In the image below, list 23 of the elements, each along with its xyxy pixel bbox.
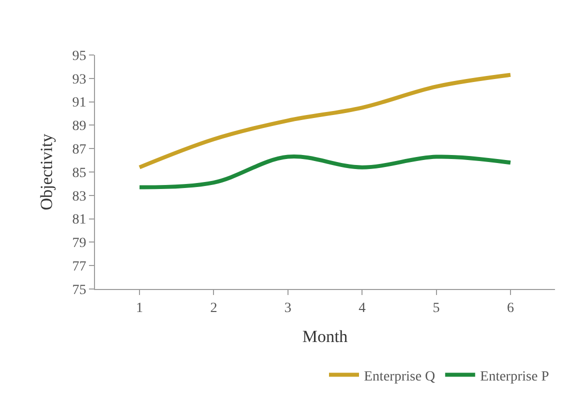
y-tick-label: 75 <box>72 282 86 298</box>
x-tick-label: 1 <box>136 300 144 316</box>
y-tick-label: 83 <box>72 189 86 204</box>
y-tick-label: 77 <box>72 260 86 274</box>
y-axis-title: Objectivity <box>36 133 56 210</box>
legend-label: Enterprise P <box>480 369 550 384</box>
y-tick-label: 95 <box>72 48 86 64</box>
y-tick-label: 93 <box>72 72 86 88</box>
y-tick-label: 89 <box>72 119 86 134</box>
x-tick-label: 2 <box>210 300 218 316</box>
y-tick-label: 81 <box>72 212 86 228</box>
legend-label: Enterprise Q <box>364 369 436 384</box>
x-tick-label: 4 <box>358 300 366 316</box>
y-tick-label: 79 <box>72 236 86 252</box>
y-tick-label: 85 <box>72 166 86 181</box>
line-series <box>138 72 512 170</box>
line-series <box>138 154 512 190</box>
x-tick-label: 3 <box>284 300 292 316</box>
x-tick-label: 5 <box>432 300 440 316</box>
x-tick-label: 6 <box>506 300 514 316</box>
y-tick-label: 91 <box>72 96 86 111</box>
y-tick-label: 87 <box>72 142 86 158</box>
x-axis-title: Month <box>302 327 348 346</box>
